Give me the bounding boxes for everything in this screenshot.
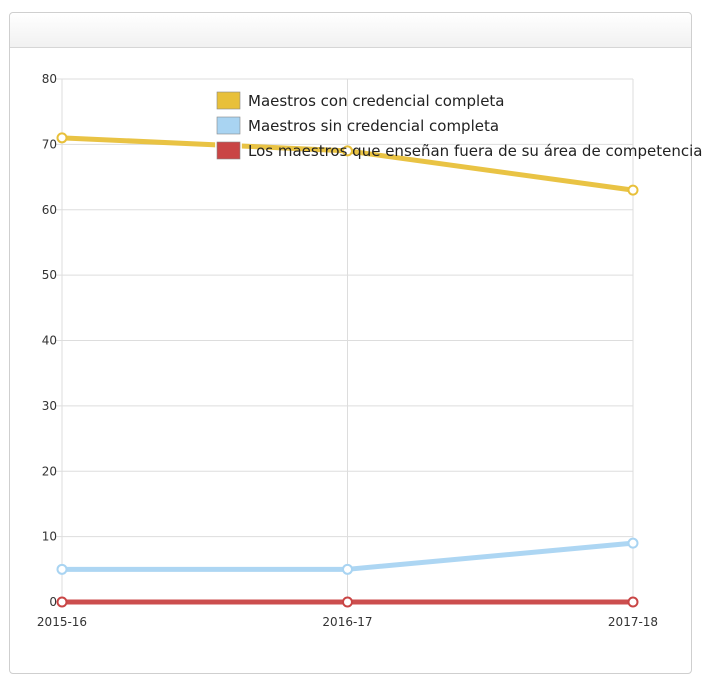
y-tick-label: 70 (42, 137, 57, 151)
data-point[interactable] (342, 563, 353, 575)
legend-swatch[interactable] (216, 116, 241, 135)
data-points (56, 132, 639, 608)
legend-swatch[interactable] (216, 141, 241, 160)
legend: Maestros con credencial completa Maestros… (215, 90, 702, 161)
data-point[interactable] (627, 537, 639, 549)
data-point[interactable] (342, 596, 353, 608)
y-tick-label: 20 (42, 464, 57, 478)
grid-lines (56, 78, 634, 603)
x-tick-label: 2016-17 (322, 615, 372, 629)
y-tick-label: 10 (42, 530, 57, 544)
data-point[interactable] (56, 563, 68, 575)
x-tick-label: 2015-16 (37, 615, 87, 629)
y-tick-label: 30 (42, 399, 57, 413)
y-tick-label: 50 (42, 268, 57, 282)
y-tick-label: 0 (49, 595, 57, 609)
data-point[interactable] (627, 596, 639, 608)
legend-label: Los maestros que enseñan fuera de su áre… (248, 142, 702, 160)
data-point[interactable] (342, 145, 353, 157)
legend-swatch[interactable] (216, 91, 241, 110)
y-tick-label: 40 (42, 334, 57, 348)
chart-panel (9, 12, 692, 674)
x-tick-label: 2017-18 (608, 615, 658, 629)
legend-label: Maestros sin credencial completa (248, 117, 499, 135)
y-axis-ticks: 0 10 20 30 40 50 60 70 80 (42, 72, 57, 609)
legend-label: Maestros con credencial completa (248, 92, 505, 110)
y-tick-label: 60 (42, 203, 57, 217)
x-axis-ticks: 2015-16 2016-17 2017-18 (37, 615, 658, 629)
data-point[interactable] (56, 132, 68, 144)
data-point[interactable] (627, 184, 639, 196)
y-tick-label: 80 (42, 72, 57, 86)
data-point[interactable] (56, 596, 68, 608)
panel-header (10, 13, 691, 48)
